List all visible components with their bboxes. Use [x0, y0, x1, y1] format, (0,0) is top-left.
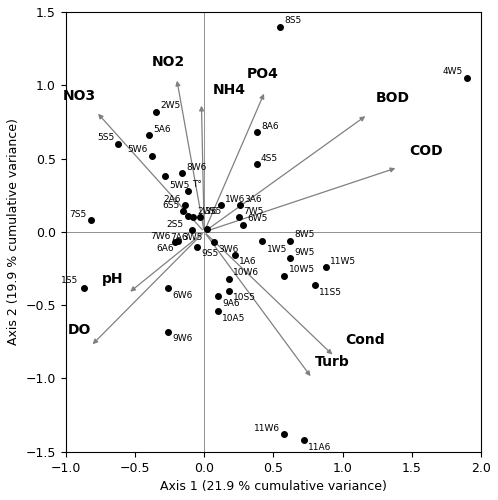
Text: 1A6: 1A6 [239, 257, 256, 266]
Text: 10A5: 10A5 [222, 314, 246, 323]
Text: 5W6: 5W6 [127, 145, 147, 154]
Text: 8S5: 8S5 [284, 16, 302, 25]
Text: 10W6: 10W6 [233, 268, 259, 278]
Text: 7S5: 7S5 [69, 210, 87, 218]
Text: 3S5: 3S5 [204, 206, 222, 216]
Text: 1W6: 1W6 [225, 195, 246, 204]
Text: 1W5: 1W5 [266, 245, 287, 254]
Text: 10W5: 10W5 [289, 266, 315, 274]
Text: BOD: BOD [376, 92, 410, 106]
Text: 11S5: 11S5 [319, 288, 342, 296]
Text: 1S5: 1S5 [61, 276, 78, 284]
Text: 3W5: 3W5 [182, 234, 203, 242]
Text: 9A6: 9A6 [222, 300, 240, 308]
Text: 11A6: 11A6 [308, 443, 331, 452]
Text: 6A6: 6A6 [156, 244, 174, 252]
Text: 6S5: 6S5 [162, 201, 179, 210]
Text: 3A6: 3A6 [245, 195, 262, 204]
Text: 8W6: 8W6 [186, 163, 207, 172]
Text: NO2: NO2 [151, 55, 185, 69]
Text: DO: DO [68, 323, 91, 337]
Text: PO4: PO4 [247, 66, 278, 80]
Text: 7A6: 7A6 [170, 234, 188, 242]
Text: 4W5: 4W5 [443, 68, 463, 76]
Text: 6W5: 6W5 [247, 214, 267, 223]
X-axis label: Axis 1 (21.9 % cumulative variance): Axis 1 (21.9 % cumulative variance) [160, 480, 387, 493]
Text: 3W6: 3W6 [218, 245, 239, 254]
Text: 7W5: 7W5 [243, 206, 263, 216]
Text: NH4: NH4 [213, 82, 246, 96]
Text: Turb: Turb [315, 356, 350, 370]
Text: 8W5: 8W5 [294, 230, 315, 239]
Text: NO3: NO3 [63, 88, 96, 102]
Text: 2A6: 2A6 [163, 195, 181, 204]
Text: 11W5: 11W5 [330, 256, 356, 266]
Text: T°: T° [192, 180, 202, 190]
Text: 9W5: 9W5 [294, 248, 315, 257]
Text: 7W6: 7W6 [150, 232, 171, 240]
Text: 6W6: 6W6 [172, 290, 193, 300]
Text: 5A6: 5A6 [153, 124, 171, 134]
Y-axis label: Axis 2 (19.9 % cumulative variance): Axis 2 (19.9 % cumulative variance) [7, 118, 20, 346]
Text: pH: pH [102, 272, 124, 286]
Text: 2W6: 2W6 [197, 206, 218, 216]
Text: Cond: Cond [346, 334, 385, 347]
Text: 11W6: 11W6 [254, 424, 280, 432]
Text: 9S5: 9S5 [201, 250, 219, 258]
Text: 9W6: 9W6 [172, 334, 193, 344]
Text: 8A6: 8A6 [261, 122, 278, 130]
Text: COD: COD [409, 144, 443, 158]
Text: 4S5: 4S5 [261, 154, 278, 163]
Text: 10S5: 10S5 [233, 294, 256, 302]
Text: 2W5: 2W5 [160, 101, 180, 110]
Text: 5W5: 5W5 [170, 180, 190, 190]
Text: 2S5: 2S5 [166, 220, 183, 229]
Text: 5S5: 5S5 [97, 134, 114, 142]
